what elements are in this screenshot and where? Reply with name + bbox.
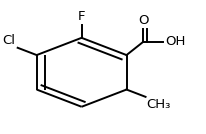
Text: F: F bbox=[78, 10, 85, 23]
Text: O: O bbox=[138, 14, 149, 27]
Text: OH: OH bbox=[165, 35, 186, 48]
Text: Cl: Cl bbox=[3, 34, 16, 47]
Text: CH₃: CH₃ bbox=[146, 98, 171, 111]
